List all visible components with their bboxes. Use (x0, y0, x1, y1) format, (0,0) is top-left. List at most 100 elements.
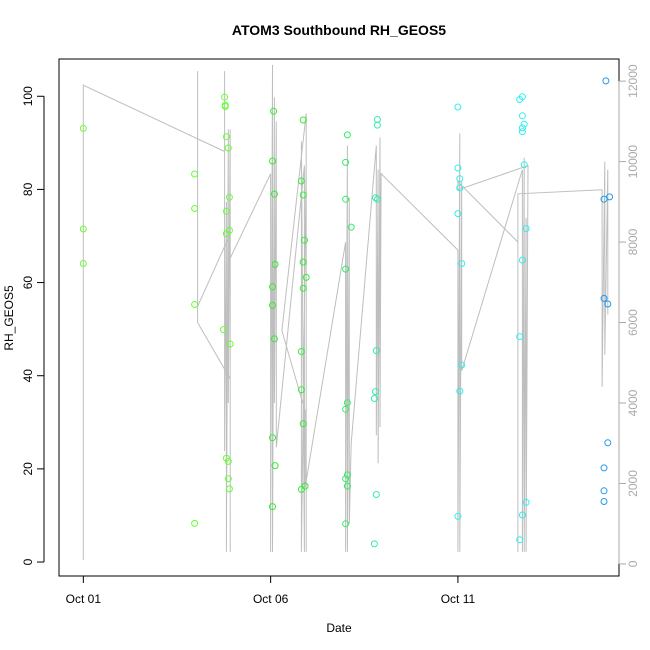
data-point (342, 520, 350, 528)
data-point (79, 124, 87, 132)
data-point (79, 225, 87, 233)
data-point (372, 347, 380, 355)
data-point (370, 540, 378, 548)
data-point (271, 462, 279, 470)
data-point (271, 260, 279, 268)
data-point (299, 116, 307, 124)
data-point (373, 121, 381, 129)
altitude-line-layer (82, 64, 609, 560)
data-point (343, 482, 351, 490)
data-point (456, 387, 464, 395)
plot-frame (58, 58, 620, 577)
data-point (297, 348, 305, 355)
y-axis-label: RH_GEOS5 (2, 285, 16, 351)
data-point (600, 294, 608, 302)
data-point (191, 205, 199, 212)
data-point (600, 464, 608, 472)
data-point (343, 471, 351, 479)
data-point (518, 124, 526, 132)
data-point (226, 340, 234, 348)
data-point (299, 191, 307, 199)
data-point (602, 77, 610, 85)
data-point (297, 177, 305, 185)
data-point (225, 485, 233, 493)
data-point (347, 223, 355, 231)
y2-tick-label: 10000 (626, 145, 640, 179)
y-tick-label: 20 (21, 462, 35, 476)
data-point (224, 144, 232, 152)
data-point (518, 128, 526, 136)
data-point (342, 265, 350, 273)
data-point (458, 361, 466, 369)
data-point (516, 536, 524, 544)
y-tick-label: 60 (21, 276, 35, 290)
y2-tick-label: 2000 (626, 470, 640, 497)
data-point (454, 512, 462, 520)
data-point (342, 475, 350, 483)
data-point (604, 300, 612, 308)
data-point (222, 230, 230, 238)
data-point (518, 256, 526, 264)
data-point (518, 112, 526, 120)
data-point (520, 161, 528, 169)
data-point (222, 133, 230, 141)
data-point (269, 283, 276, 291)
data-point (373, 195, 381, 203)
data-point (224, 457, 232, 465)
y-axis-left: 0 20 40 60 80 100 (21, 86, 45, 565)
data-point (221, 93, 229, 101)
x-tick-label: Oct 06 (253, 592, 289, 606)
data-point (221, 101, 229, 109)
x-tick-label: Oct 01 (66, 592, 102, 606)
data-point (302, 273, 310, 281)
data-point (269, 503, 276, 511)
chart-title: ATOM3 Southbound RH_GEOS5 (232, 22, 446, 38)
data-point (372, 491, 380, 498)
y2-tick-label: 0 (626, 560, 640, 567)
data-point (191, 170, 199, 178)
data-point (79, 260, 87, 267)
x-axis-label: Date (326, 621, 352, 635)
data-point (458, 260, 466, 267)
data-point (372, 388, 379, 396)
data-point (342, 405, 350, 413)
y-tick-label: 0 (21, 558, 35, 565)
data-point (600, 487, 608, 495)
y-tick-label: 100 (21, 86, 35, 106)
data-point (600, 498, 608, 505)
y-tick-label: 40 (21, 369, 35, 383)
data-point (456, 175, 464, 183)
data-point (270, 335, 278, 343)
y2-tick-label: 8000 (626, 228, 640, 255)
y2-tick-label: 12000 (626, 64, 640, 98)
x-axis: Oct 01 Oct 06 Oct 11 (66, 575, 475, 606)
data-point (518, 511, 526, 519)
data-point (604, 439, 612, 447)
data-point (269, 301, 276, 309)
data-point (270, 107, 278, 115)
scatter-points-layer (79, 77, 614, 548)
altitude-line (82, 64, 609, 560)
data-point (522, 225, 530, 232)
y2-tick-label: 6000 (626, 309, 640, 336)
data-point (520, 120, 528, 128)
data-point (270, 190, 278, 198)
data-point (219, 326, 227, 334)
y-tick-label: 80 (21, 182, 35, 196)
data-point (342, 158, 350, 166)
data-point (516, 333, 524, 341)
data-point (343, 131, 351, 139)
data-point (269, 157, 276, 165)
data-point (269, 434, 276, 442)
data-point (606, 193, 614, 201)
data-point (301, 482, 309, 490)
data-point (299, 284, 307, 292)
data-point (342, 195, 350, 203)
data-point (518, 93, 526, 101)
data-point (370, 395, 378, 402)
data-point (454, 164, 462, 172)
data-point (222, 207, 230, 215)
data-point (299, 258, 307, 266)
data-point (191, 519, 199, 527)
